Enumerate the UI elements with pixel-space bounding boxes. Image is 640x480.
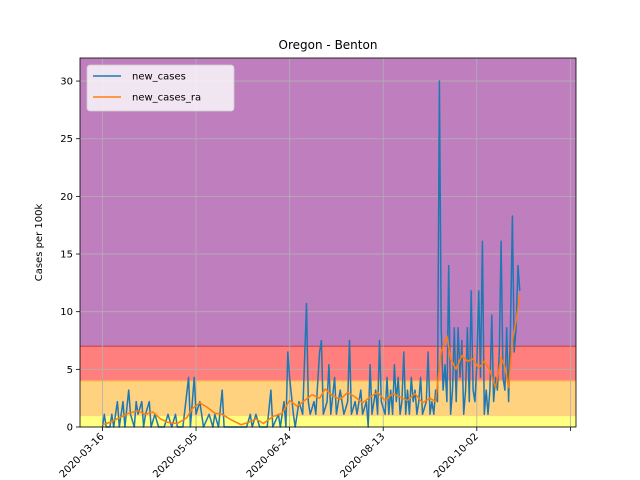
chart-title: Oregon - Benton bbox=[279, 38, 378, 52]
axes-frame bbox=[79, 57, 577, 428]
y-axis-ticks: 0 5 10 15 20 25 30 bbox=[60, 77, 80, 434]
x-tick-label: 2020-10-02 bbox=[432, 431, 481, 480]
x-tick-label: 2020-08-13 bbox=[338, 431, 387, 480]
x-tick-label: 2020-03-16 bbox=[58, 431, 107, 480]
y-tick-label: 15 bbox=[60, 250, 73, 261]
legend-box bbox=[86, 64, 235, 112]
legend: new_cases new_cases_ra bbox=[86, 64, 235, 112]
y-axis-label: Cases per 100k bbox=[34, 204, 45, 282]
series-line-new_cases_ra bbox=[102, 294, 521, 426]
y-tick-label: 30 bbox=[60, 77, 73, 88]
risk-band-0 bbox=[80, 415, 576, 427]
y-tick-label: 25 bbox=[60, 134, 73, 145]
legend-label: new_cases bbox=[132, 72, 186, 83]
x-axis-ticks: 2020-03-16 2020-05-05 2020-06-24 2020-08-13… bbox=[58, 427, 571, 480]
y-tick-label: 0 bbox=[67, 423, 73, 434]
y-tick-label: 20 bbox=[60, 192, 73, 203]
x-tick-label: 2020-05-05 bbox=[151, 431, 200, 480]
y-tick-label: 5 bbox=[67, 365, 73, 376]
y-tick-label: 10 bbox=[60, 307, 73, 318]
legend-label: new_cases_ra bbox=[132, 93, 201, 104]
x-tick-label: 2020-06-24 bbox=[245, 431, 294, 480]
